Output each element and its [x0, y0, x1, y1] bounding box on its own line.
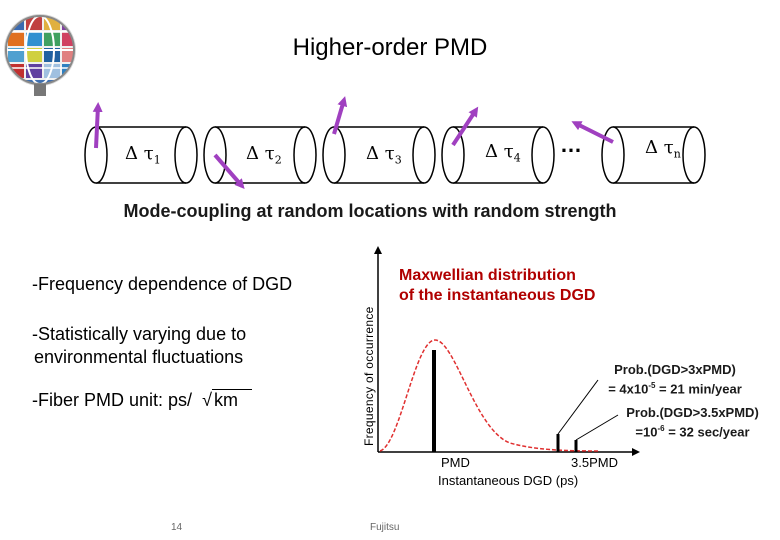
coupling-arrow-1 [92, 102, 103, 149]
maxwellian-plot [374, 246, 640, 456]
fiber-segment-4 [441, 126, 555, 184]
fiber-segment-3 [322, 126, 436, 184]
segment-label-2: Δ τ2 [246, 143, 282, 167]
footer-company: Fujitsu [370, 522, 400, 533]
logo-globe [4, 14, 76, 96]
coupling-arrow-4 [451, 106, 479, 147]
prob1-pointer [557, 379, 599, 435]
bullet-frequency: -Frequency dependence of DGD [32, 274, 293, 294]
x-tick-pmd: PMD [441, 455, 470, 470]
bullet-pmd-unit: -Fiber PMD unit: ps/ √ km [32, 389, 252, 412]
fiber-segment-1 [84, 126, 198, 184]
sqrt-symbol: √ [202, 390, 212, 410]
prob2-pointer [575, 414, 619, 441]
coupling-arrow-3 [332, 96, 348, 135]
fiber-segments-diagram [84, 96, 706, 190]
segments-ellipsis: … [560, 132, 582, 157]
bullet-statistical: -Statistically varying due to environmen… [32, 324, 247, 367]
prob-35xpmd-annotation: Prob.(DGD>3.5xPMD) =10-6 = 32 sec/year [626, 405, 759, 440]
x-axis-label: Instantaneous DGD (ps) [438, 473, 579, 488]
segment-label-4: Δ τ4 [485, 141, 521, 165]
y-axis-label: Frequency of occurrence [362, 306, 376, 446]
maxwell-annotation: Maxwellian distribution of the instantan… [399, 267, 596, 304]
page-number: 14 [171, 522, 183, 533]
prob-3xpmd-annotation: Prob.(DGD>3xPMD) = 4x10-5 = 21 min/year [608, 362, 742, 397]
x-tick-35pmd: 3.5PMD [571, 455, 618, 470]
coupling-arrow-2 [213, 153, 245, 190]
page-title: Higher-order PMD [292, 34, 488, 61]
segment-label-3: Δ τ3 [366, 143, 402, 167]
segment-label-1: Δ τ1 [125, 143, 161, 167]
sqrt-km: km [211, 389, 252, 410]
subtitle: Mode-coupling at random locations with r… [123, 201, 617, 221]
coupling-arrow-n [571, 121, 614, 144]
segment-label-n: Δ τn [645, 137, 681, 161]
maxwellian-curve [379, 339, 601, 452]
